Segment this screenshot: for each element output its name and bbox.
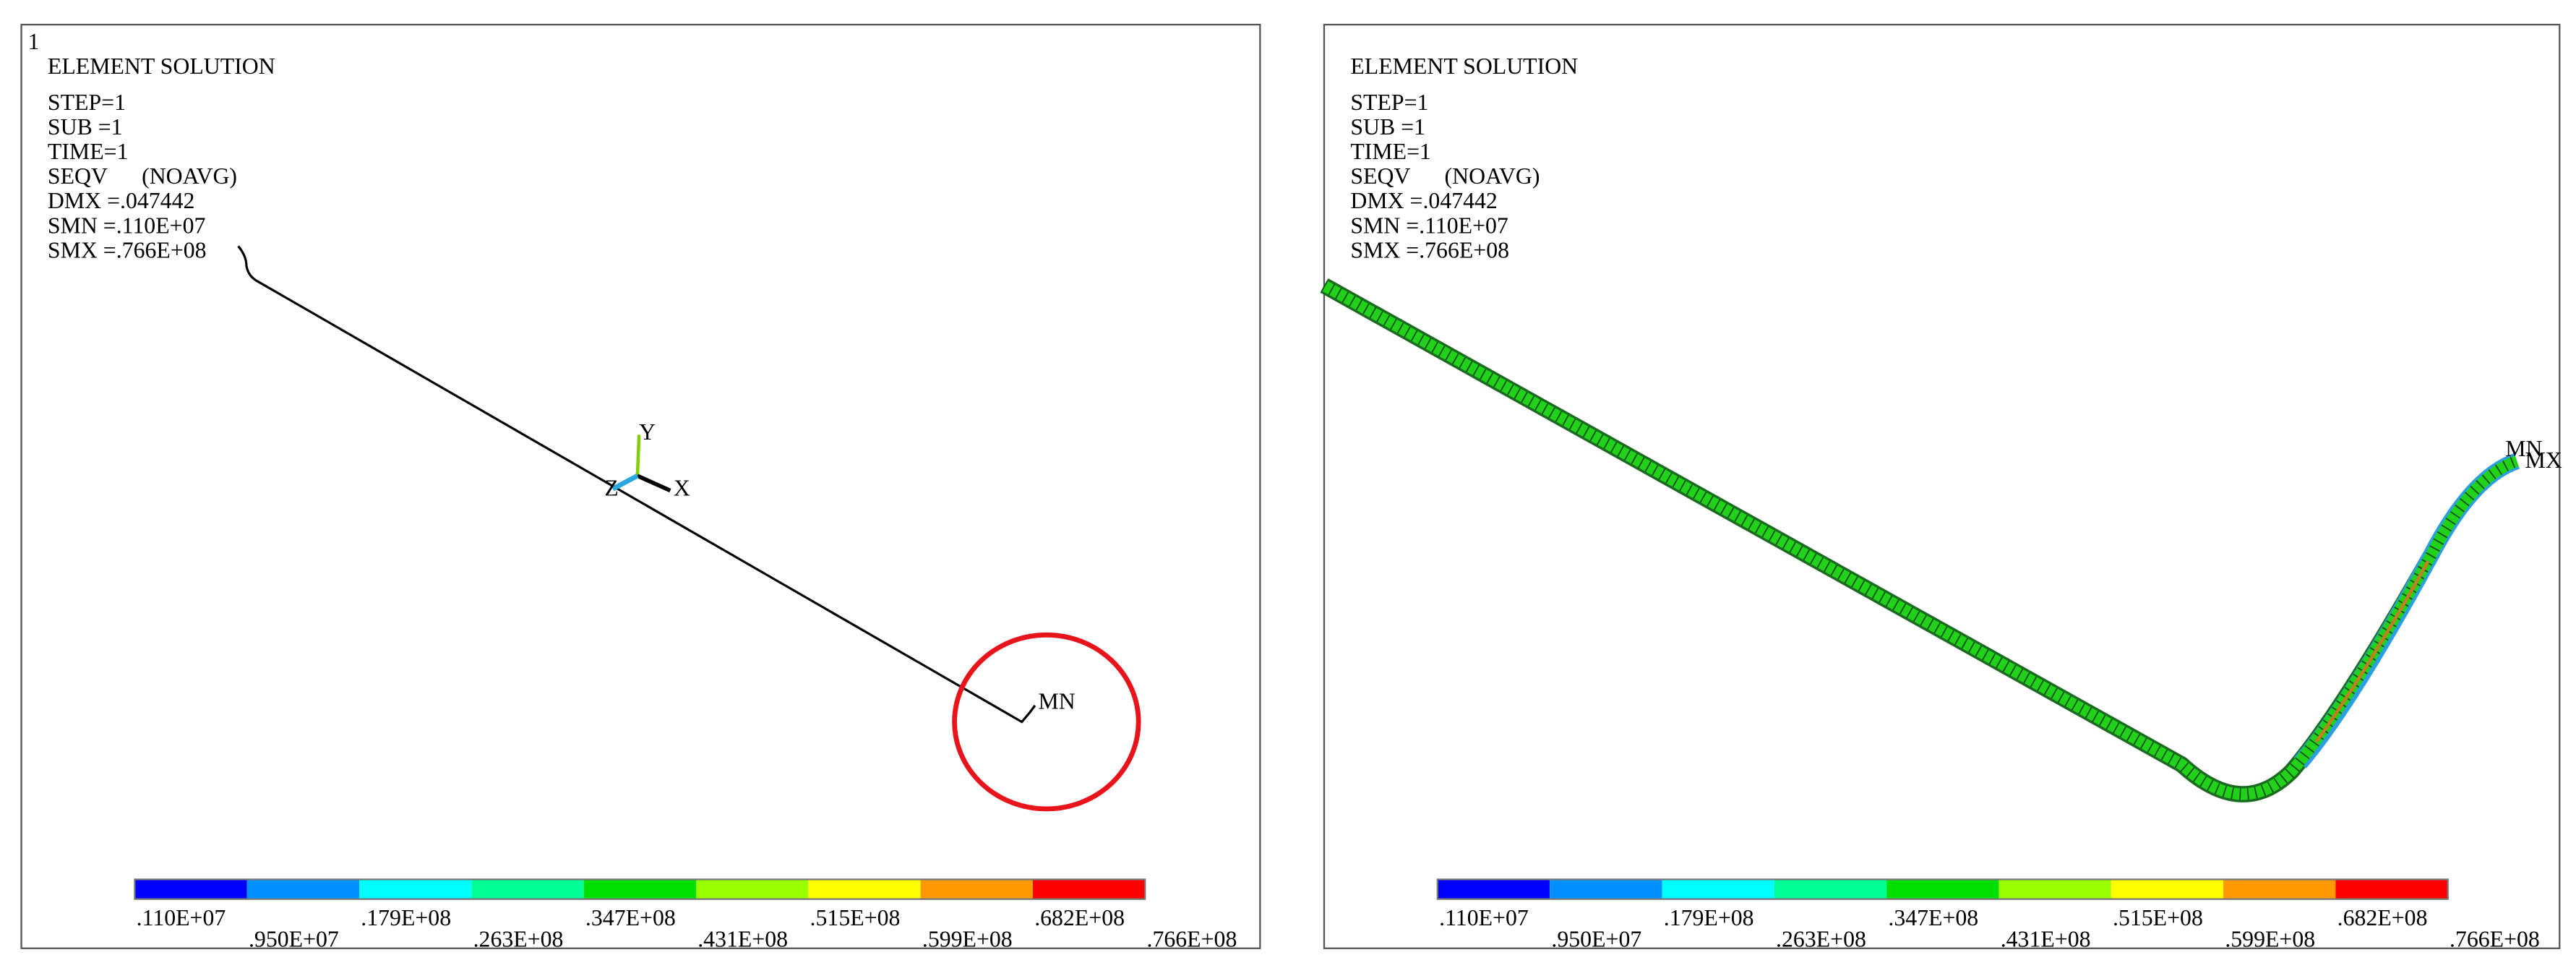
header-line: ELEMENT SOLUTION: [1350, 53, 1578, 79]
legend-swatch: [359, 879, 472, 899]
legend-label: .682E+08: [2337, 905, 2428, 930]
legend-swatch: [2223, 879, 2336, 899]
header-line: SMX =.766E+08: [1350, 237, 1509, 262]
header-line: SEQV (NOAVG): [1350, 163, 1540, 189]
triad-x-axis: [636, 474, 671, 493]
triad-y-axis: [635, 434, 641, 476]
legend-swatch: [920, 879, 1033, 899]
legend-swatch: [1032, 879, 1146, 899]
beam-elements: [1321, 280, 2519, 800]
coordinate-triad: [611, 434, 671, 493]
legend-label: .179E+08: [1664, 905, 1754, 930]
legend-swatch: [1662, 879, 1774, 899]
legend-label: .599E+08: [922, 927, 1013, 952]
legend-swatch: [1998, 879, 2111, 899]
header-line: STEP=1: [1350, 90, 1428, 115]
legend-frame: [1436, 878, 2449, 900]
legend-swatch: [695, 879, 809, 899]
legend-swatch: [471, 879, 584, 899]
legend-label: .347E+08: [1888, 905, 1978, 930]
legend-frame: [134, 878, 1146, 900]
header-line: SUB =1: [48, 114, 123, 140]
legend-label: .179E+08: [361, 905, 451, 930]
legend-label: .110E+07: [137, 905, 226, 930]
min-marker: MN: [2505, 436, 2542, 461]
header-line: DMX =.047442: [48, 188, 194, 213]
header-line: SMX =.766E+08: [48, 237, 207, 262]
legend-label: .431E+08: [2001, 927, 2091, 952]
header-line: ELEMENT SOLUTION: [48, 53, 275, 79]
legend-label: .347E+08: [585, 905, 676, 930]
header-line: SUB =1: [1350, 114, 1425, 140]
header-line: TIME=1: [48, 139, 129, 164]
legend-swatch: [134, 879, 247, 899]
legend-swatch: [2111, 879, 2224, 899]
legend-label: .766E+08: [2450, 927, 2540, 952]
legend-label: .515E+08: [2113, 905, 2203, 930]
right-viewport: [1323, 23, 2561, 949]
legend-swatch: [808, 879, 921, 899]
legend-swatch: [583, 879, 696, 899]
triad-z-axis: [611, 474, 639, 492]
min-marker: MN: [1039, 688, 1076, 714]
window-number: 1: [28, 29, 40, 54]
header-line: DMX =.047442: [1350, 188, 1497, 213]
legend-label: .263E+08: [473, 927, 564, 952]
legend-swatch: [1774, 879, 1887, 899]
deformed-beam: [1320, 278, 2520, 802]
highlight-circle: [952, 632, 1141, 812]
legend-swatch: [1437, 879, 1550, 899]
beam-line: [237, 245, 1036, 724]
header-line: SMN =.110E+07: [48, 213, 205, 238]
legend-swatch: [2335, 879, 2448, 899]
legend-label: .950E+07: [1551, 927, 1641, 952]
legend-label: .950E+07: [249, 927, 339, 952]
triad-x-label: X: [674, 475, 690, 500]
legend-swatch: [1550, 879, 1662, 899]
legend-label: .682E+08: [1034, 905, 1125, 930]
header-line: TIME=1: [1350, 139, 1431, 164]
legend-label: .515E+08: [810, 905, 901, 930]
legend-swatch: [1886, 879, 1999, 899]
triad-z-label: Z: [604, 475, 618, 500]
triad-y-label: Y: [639, 419, 656, 445]
left-viewport: [20, 23, 1261, 949]
legend-label: .110E+07: [1439, 905, 1529, 930]
legend-label: .263E+08: [1776, 927, 1866, 952]
legend-swatch: [246, 879, 360, 899]
legend-label: .431E+08: [697, 927, 788, 952]
max-marker: MX: [2525, 447, 2562, 473]
header-line: STEP=1: [48, 90, 126, 115]
legend-label: .599E+08: [2225, 927, 2315, 952]
header-line: SMN =.110E+07: [1350, 213, 1508, 238]
legend-label: .766E+08: [1147, 927, 1237, 952]
header-line: SEQV (NOAVG): [48, 163, 237, 189]
beam-stress-band: [2315, 560, 2430, 743]
